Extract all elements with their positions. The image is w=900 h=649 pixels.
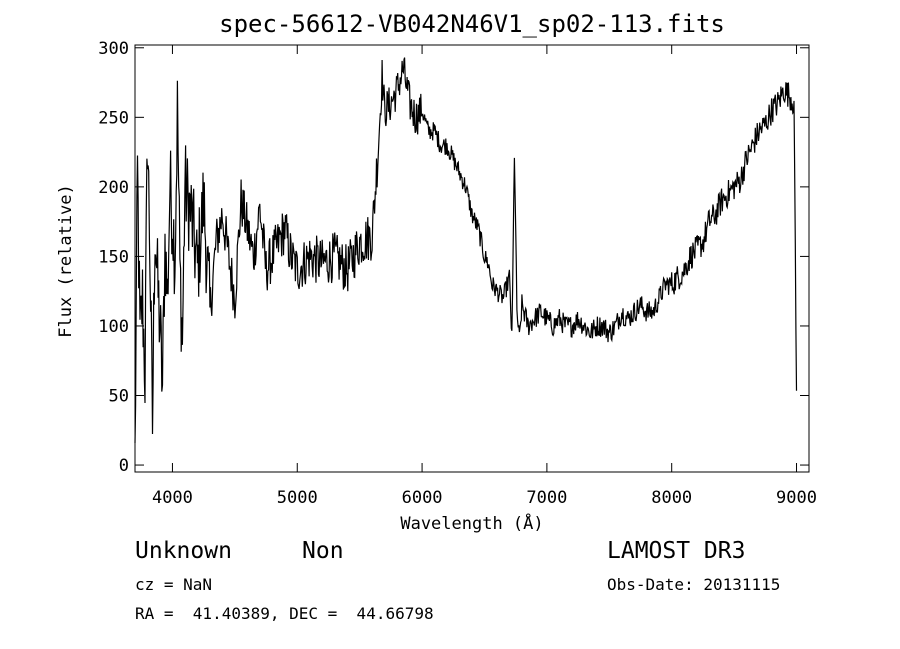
x-tick-label: 6000 xyxy=(402,488,443,508)
y-tick-label: 150 xyxy=(98,247,129,267)
survey-label: LAMOST DR3 xyxy=(607,538,746,564)
redshift-label: cz = NaN xyxy=(135,575,213,594)
x-axis-label: Wavelength (Å) xyxy=(400,512,543,534)
object-class: Unknown xyxy=(135,538,232,564)
y-tick-label: 300 xyxy=(98,39,129,59)
y-tick-label: 250 xyxy=(98,108,129,128)
plot-frame xyxy=(134,44,810,473)
y-tick-label: 0 xyxy=(119,456,129,476)
coordinates-label: RA = 41.40389, DEC = 44.66798 xyxy=(135,604,434,623)
x-axis: 4000 5000 6000 7000 8000 9000 xyxy=(152,45,817,508)
y-axis: 0 50 100 150 200 250 300 xyxy=(98,39,809,476)
x-tick-label: 7000 xyxy=(526,488,567,508)
x-tick-label: 5000 xyxy=(277,488,318,508)
x-tick-label: 8000 xyxy=(651,488,692,508)
y-tick-label: 200 xyxy=(98,178,129,198)
y-tick-label: 100 xyxy=(98,317,129,337)
chart-title: spec-56612-VB042N46V1_sp02-113.fits xyxy=(219,10,725,38)
x-tick-label: 4000 xyxy=(152,488,193,508)
x-tick-label: 9000 xyxy=(776,488,817,508)
obs-date-label: Obs-Date: 20131115 xyxy=(607,575,781,594)
y-axis-label: Flux (relative) xyxy=(56,184,76,338)
object-subclass: Non xyxy=(302,538,344,564)
spectrum-line xyxy=(134,57,798,444)
y-tick-label: 50 xyxy=(109,387,129,407)
